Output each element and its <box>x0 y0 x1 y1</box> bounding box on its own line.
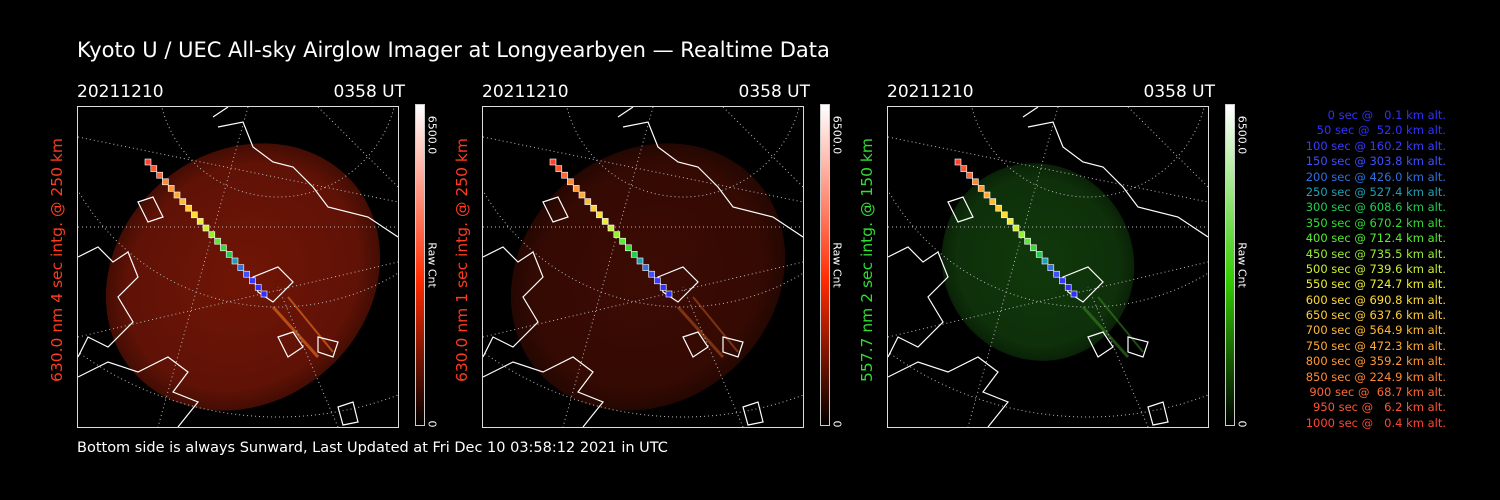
legend-item: 750 sec @ 472.3 km alt. <box>1305 338 1446 353</box>
panel-time: 0358 UT <box>738 82 811 102</box>
colorbar <box>820 104 830 426</box>
legend-item: 900 sec @ 68.7 km alt. <box>1309 385 1446 400</box>
legend-item: 700 sec @ 564.9 km alt. <box>1305 323 1446 338</box>
legend-item: 50 sec @ 52.0 km alt. <box>1316 123 1446 138</box>
legend-item: 350 sec @ 670.2 km alt. <box>1305 215 1446 230</box>
trajectory-legend: 0 sec @ 0.1 km alt. 50 sec @ 52.0 km alt.… <box>1266 108 1446 431</box>
legend-item: 0 sec @ 0.1 km alt. <box>1327 108 1446 122</box>
legend-item: 250 sec @ 527.4 km alt. <box>1305 184 1446 199</box>
legend-item: 300 sec @ 608.6 km alt. <box>1305 200 1446 215</box>
colorbar <box>1225 104 1235 426</box>
legend-item: 450 sec @ 735.5 km alt. <box>1305 246 1446 261</box>
panel-time: 0358 UT <box>1143 82 1216 102</box>
page-title: Kyoto U / UEC All-sky Airglow Imager at … <box>77 38 830 62</box>
panel-time: 0358 UT <box>333 82 406 102</box>
panel-date: 20211210 <box>77 82 164 102</box>
allsky-image <box>482 106 804 428</box>
legend-item: 650 sec @ 637.6 km alt. <box>1305 308 1446 323</box>
legend-item: 850 sec @ 224.9 km alt. <box>1305 369 1446 384</box>
legend-item: 950 sec @ 6.2 km alt. <box>1313 400 1446 415</box>
panel-date: 20211210 <box>887 82 974 102</box>
imager-panel: 20211210 0358 UT 630.0 nm 4 sec intg. @ … <box>48 80 439 435</box>
legend-item: 1000 sec @ 0.4 km alt. <box>1305 415 1446 430</box>
legend-item: 150 sec @ 303.8 km alt. <box>1305 154 1446 169</box>
allsky-image <box>77 106 399 428</box>
legend-item: 400 sec @ 712.4 km alt. <box>1305 231 1446 246</box>
colorbar <box>415 104 425 426</box>
imager-panel: 20211210 0358 UT 557.7 nm 2 sec intg. @ … <box>858 80 1249 435</box>
panel-date: 20211210 <box>482 82 569 102</box>
footer-note: Bottom side is always Sunward, Last Upda… <box>77 440 668 456</box>
legend-item: 600 sec @ 690.8 km alt. <box>1305 292 1446 307</box>
allsky-image <box>887 106 1209 428</box>
legend-item: 500 sec @ 739.6 km alt. <box>1305 261 1446 276</box>
legend-item: 200 sec @ 426.0 km alt. <box>1305 169 1446 184</box>
imager-panel: 20211210 0358 UT 630.0 nm 1 sec intg. @ … <box>453 80 844 435</box>
legend-item: 800 sec @ 359.2 km alt. <box>1305 354 1446 369</box>
legend-item: 550 sec @ 724.7 km alt. <box>1305 277 1446 292</box>
legend-item: 100 sec @ 160.2 km alt. <box>1305 138 1446 153</box>
